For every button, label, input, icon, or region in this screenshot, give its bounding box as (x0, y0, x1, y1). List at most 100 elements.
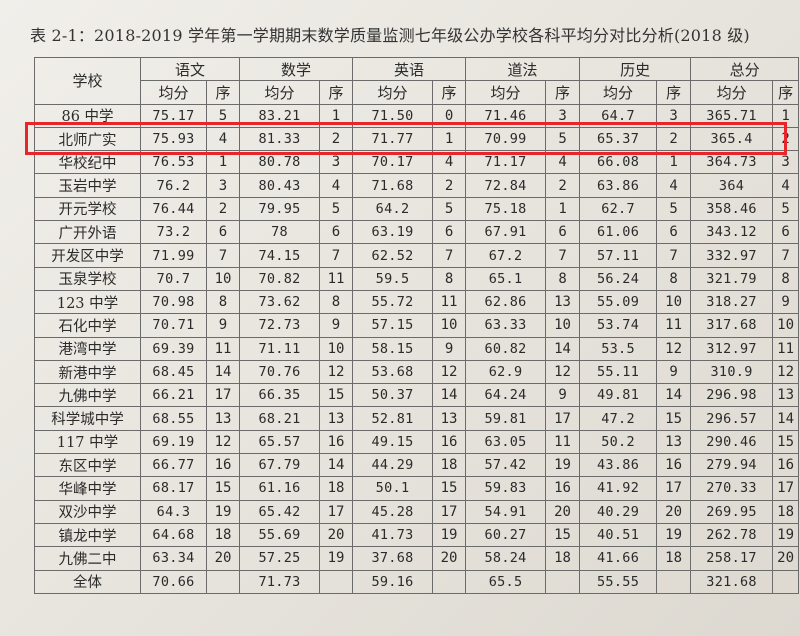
average-score-cell: 45.28 (352, 499, 434, 524)
average-score-cell: 364 (690, 173, 774, 198)
average-score-cell: 279.94 (690, 453, 774, 478)
header-subject-history: 历史 (579, 56, 692, 82)
rank-cell: 9 (432, 336, 467, 361)
table-row: 玉泉学校 70.7 10 70.82 11 59.5 8 65.1 8 56.24 8 321.79 8 (34, 266, 800, 291)
average-score-cell: 296.98 (690, 383, 774, 408)
average-score-cell: 73.62 (239, 289, 321, 315)
header-subject-total: 总分 (690, 56, 800, 82)
average-score-cell: 83.21 (239, 103, 321, 128)
average-score-cell: 71.77 (352, 126, 434, 152)
average-score-cell: 50.37 (352, 383, 434, 408)
rank-cell: 12 (656, 336, 692, 361)
rank-cell: 12 (319, 359, 354, 385)
rank-cell: 13 (205, 406, 241, 431)
rank-cell: 12 (772, 359, 800, 385)
average-score-cell: 80.78 (239, 150, 321, 175)
rank-cell: 11 (772, 336, 800, 361)
table-body: 86 中学 75.17 5 83.21 1 71.50 0 71.46 3 64.7 3 365.71… (34, 103, 800, 594)
rank-cell: 14 (319, 453, 354, 478)
rank-cell: 12 (432, 359, 467, 385)
average-score-cell: 55.72 (352, 289, 434, 315)
rank-cell: 14 (432, 383, 467, 408)
school-name-cell: 开发区中学 (34, 243, 141, 268)
average-score-cell: 71.73 (239, 569, 321, 594)
average-score-cell: 49.15 (352, 429, 434, 455)
rank-cell: 11 (319, 266, 354, 291)
average-score-cell: 60.82 (465, 336, 547, 361)
average-score-cell: 71.46 (465, 103, 547, 128)
average-score-cell: 64.7 (579, 103, 658, 128)
header-rank: 序 (656, 80, 692, 105)
rank-cell: 9 (319, 313, 354, 338)
rank-cell: 1 (319, 103, 354, 128)
rank-cell: 13 (545, 289, 581, 315)
rank-cell: 15 (545, 522, 581, 548)
average-score-cell: 50.1 (352, 476, 434, 501)
rank-cell: 2 (432, 173, 467, 198)
school-name-cell: 九佛二中 (34, 546, 141, 571)
school-name-cell: 广开外语 (34, 220, 141, 245)
rank-cell: 20 (656, 499, 692, 524)
average-score-cell: 41.66 (579, 546, 658, 571)
rank-cell: 9 (656, 359, 692, 385)
rank-cell: 7 (772, 243, 800, 268)
average-score-cell: 64.68 (140, 522, 207, 548)
rank-cell: 17 (432, 499, 467, 524)
rank-cell: 7 (205, 243, 241, 268)
table-row: 玉岩中学 76.2 3 80.43 4 71.68 2 72.84 2 63.86 4 364 4 (34, 173, 800, 198)
header-subject-math: 数学 (239, 56, 354, 82)
average-score-cell: 65.42 (239, 499, 321, 524)
rank-cell: 18 (772, 499, 800, 524)
rank-cell: 12 (205, 429, 241, 455)
average-score-cell: 72.73 (239, 313, 321, 338)
rank-cell: 11 (545, 429, 581, 455)
rank-cell: 13 (656, 429, 692, 455)
average-score-cell: 317.68 (690, 313, 774, 338)
header-avg: 均分 (690, 80, 774, 105)
rank-cell: 7 (656, 243, 692, 268)
rank-cell: 4 (319, 173, 354, 198)
average-score-cell: 53.74 (579, 313, 658, 338)
school-name-cell: 石化中学 (34, 313, 141, 338)
rank-cell: 1 (545, 196, 581, 222)
rank-cell: 7 (319, 243, 354, 268)
rank-cell: 5 (432, 196, 467, 222)
rank-cell: 17 (319, 499, 354, 524)
table-row: 北师广实 75.93 4 81.33 2 71.77 1 70.99 5 65.37 2 365.4 2 (34, 126, 800, 152)
rank-cell: 10 (205, 266, 241, 291)
header-rank: 序 (205, 80, 241, 105)
rank-cell: 4 (656, 173, 692, 198)
average-score-cell: 68.45 (140, 359, 207, 385)
rank-cell: 18 (432, 453, 467, 478)
average-score-cell: 65.37 (579, 126, 658, 152)
average-score-cell: 53.68 (352, 359, 434, 385)
rank-cell: 5 (205, 103, 241, 128)
average-score-cell: 64.24 (465, 383, 547, 408)
average-score-cell: 343.12 (690, 220, 774, 245)
average-score-cell: 62.7 (579, 196, 658, 222)
rank-cell: 1 (205, 150, 241, 175)
average-score-cell: 59.5 (352, 266, 434, 291)
rank-cell: 5 (772, 196, 800, 222)
average-score-cell: 52.81 (352, 406, 434, 431)
average-score-cell: 70.71 (140, 313, 207, 338)
rank-cell: 14 (205, 359, 241, 385)
rank-cell: 8 (772, 266, 800, 291)
rank-cell: 6 (319, 220, 354, 245)
average-score-cell: 80.43 (239, 173, 321, 198)
average-score-cell: 321.79 (690, 266, 774, 291)
rank-cell: 6 (432, 220, 467, 245)
rank-cell: 2 (656, 126, 692, 152)
average-score-cell: 55.09 (579, 289, 658, 315)
rank-cell: 18 (319, 476, 354, 501)
rank-cell: 10 (772, 313, 800, 338)
table-row: 石化中学 70.71 9 72.73 9 57.15 10 63.33 10 53.74 11 317… (34, 313, 800, 338)
rank-cell (545, 569, 581, 594)
table-row: 九佛中学 66.21 17 66.35 15 50.37 14 64.24 9 49.81 14 29… (34, 383, 800, 408)
rank-cell: 11 (432, 289, 467, 315)
table-row: 九佛二中 63.34 20 57.25 19 37.68 20 58.24 18 41.66 18 2… (34, 546, 800, 571)
header-rank: 序 (319, 80, 354, 105)
rank-cell: 2 (319, 126, 354, 152)
average-score-cell: 79.95 (239, 196, 321, 222)
